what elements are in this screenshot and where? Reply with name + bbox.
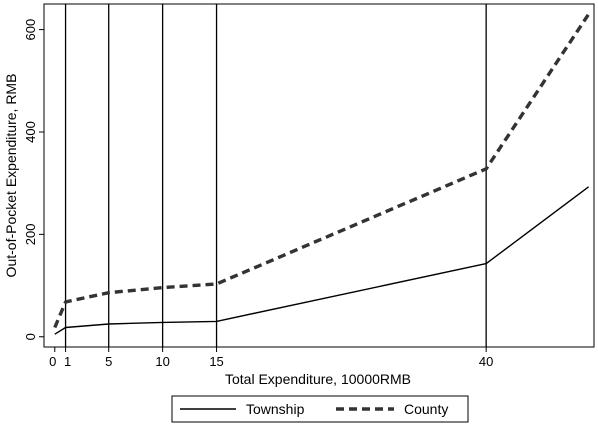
x-tick-label-15: 15 [209,354,223,369]
y-tick-label-400: 400 [23,121,38,143]
x-axis: 0 1 5 10 15 40 [49,347,493,369]
x-tick-label-1: 1 [64,354,71,369]
series-line-township [54,186,590,335]
x-tick-label-0: 0 [49,354,56,369]
y-tick-label-600: 600 [23,19,38,41]
x-axis-title: Total Expenditure, 10000RMB [225,371,411,387]
x-tick-label-10: 10 [155,354,169,369]
legend-label-county: County [404,401,448,417]
series-line-county [53,13,591,329]
y-axis: 0 200 400 600 [23,19,44,340]
x-tick-label-5: 5 [105,354,112,369]
y-axis-title: Out-of-Pocket Expenditure, RMB [3,74,19,278]
x-tick-label-40: 40 [479,354,493,369]
y-tick-label-0: 0 [23,333,38,340]
legend-label-township: Township [246,401,305,417]
legend: Township County [171,395,469,423]
plot-frame [43,3,595,348]
vertical-reference-lines [64,4,487,347]
series-lines [53,13,591,335]
y-tick-label-200: 200 [23,224,38,246]
